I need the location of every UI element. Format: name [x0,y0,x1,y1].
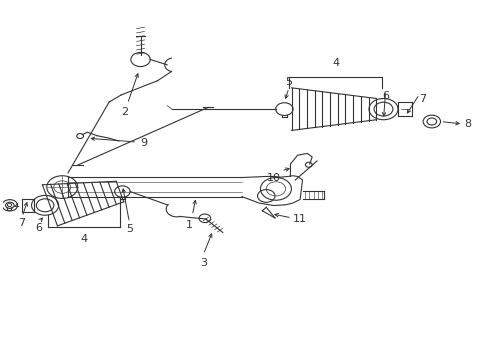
Text: 10: 10 [266,173,280,183]
Text: 3: 3 [200,258,206,268]
Text: 5: 5 [126,224,133,234]
Text: 4: 4 [331,58,339,68]
Text: 9: 9 [140,138,147,148]
Text: 2: 2 [121,107,128,117]
Text: 4: 4 [80,234,87,244]
Text: 8: 8 [464,119,470,129]
Text: 7: 7 [19,218,26,228]
Text: 5: 5 [285,77,292,87]
Text: 8: 8 [5,203,12,213]
Text: 6: 6 [382,91,388,102]
Text: 11: 11 [292,214,306,224]
Text: 6: 6 [36,223,42,233]
Text: 7: 7 [419,94,426,104]
Text: 1: 1 [185,220,192,230]
